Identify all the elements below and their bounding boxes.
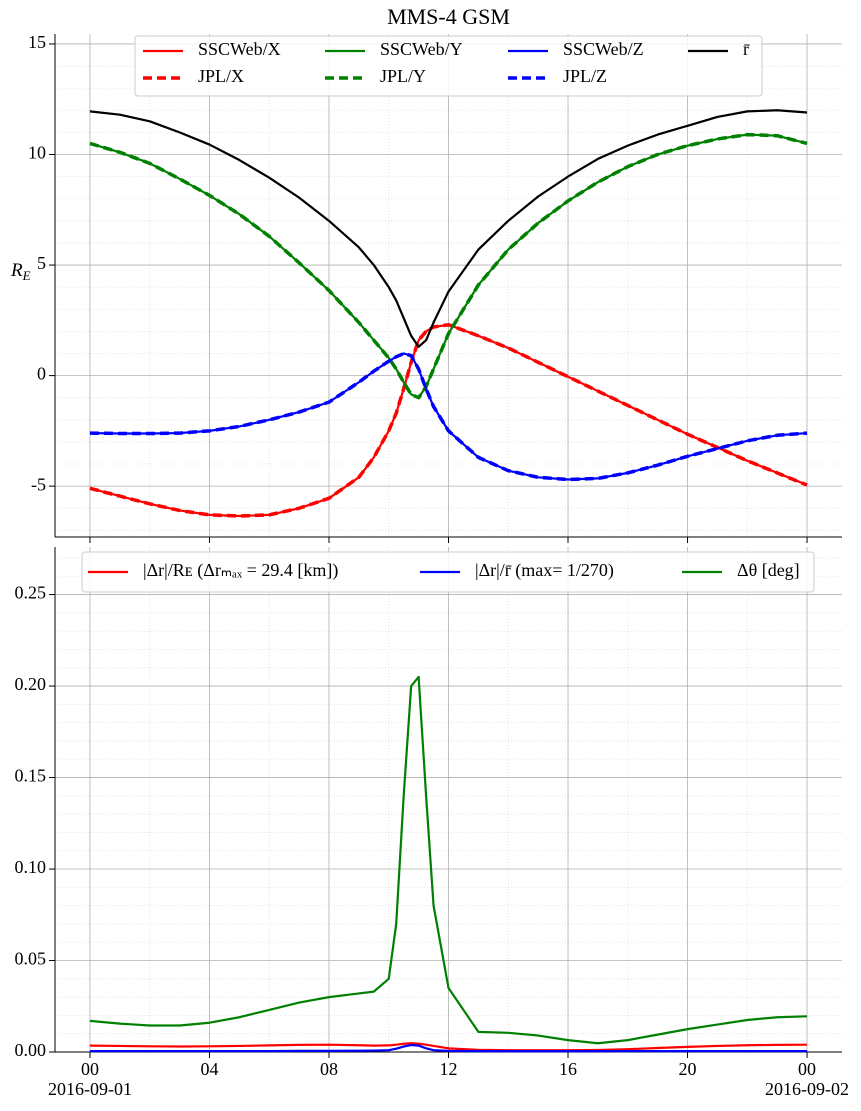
y-axis-label-main: R [10,260,23,281]
x-tick-label: 08 [320,1059,338,1079]
legend-label: JPL/Z [563,66,607,86]
series-line [89,1042,808,1052]
legend-label: JPL/X [198,66,244,86]
y-tick-label: 15 [28,32,46,52]
y-axis-label-sub: E [22,268,31,283]
y-tick-label: 10 [28,143,46,163]
x-tick-label: 20 [679,1059,697,1079]
x-date-label: 2016-09-02 [765,1079,849,1099]
legend-label: SSCWeb/X [198,39,281,59]
legend-label: SSCWeb/Y [380,39,463,59]
x-tick-label: 00 [798,1059,816,1079]
y-tick-label: 0.10 [15,857,47,877]
y-tick-label: 0.20 [15,674,47,694]
legend-label: SSCWeb/Z [563,39,644,59]
x-tick-label: 12 [440,1059,458,1079]
y-tick-label: 0.25 [15,583,47,603]
series-line [89,323,808,518]
x-tick-label: 04 [200,1059,218,1079]
series-line [89,109,808,348]
legend-label: Δθ [deg] [737,560,800,580]
y-tick-label: -5 [31,474,46,494]
series-line [89,675,808,1045]
series-line [89,132,808,400]
y-tick-label: 0.05 [15,949,47,969]
chart-title: MMS-4 GSM [387,4,510,29]
x-tick-label: 16 [559,1059,577,1079]
legend-label: |Δr|/Rᴇ (Δrₘₐₓ = 29.4 [km]) [143,560,338,581]
y-tick-label: 0.00 [15,1040,47,1060]
legend-label: |Δr|/r̄ (max= 1/270) [475,560,614,581]
series-line [89,351,808,482]
legend-label: JPL/Y [380,66,426,86]
y-tick-label: 0.15 [15,766,47,786]
legend-box [134,35,763,97]
x-tick-label: 00 [81,1059,99,1079]
y-axis-label: RE [10,260,31,283]
series-line [89,1043,808,1053]
y-tick-label: 0 [37,364,46,384]
y-tick-label: 5 [37,253,46,273]
x-date-label: 2016-09-01 [48,1079,132,1099]
legend-label: r̄ [743,39,750,59]
